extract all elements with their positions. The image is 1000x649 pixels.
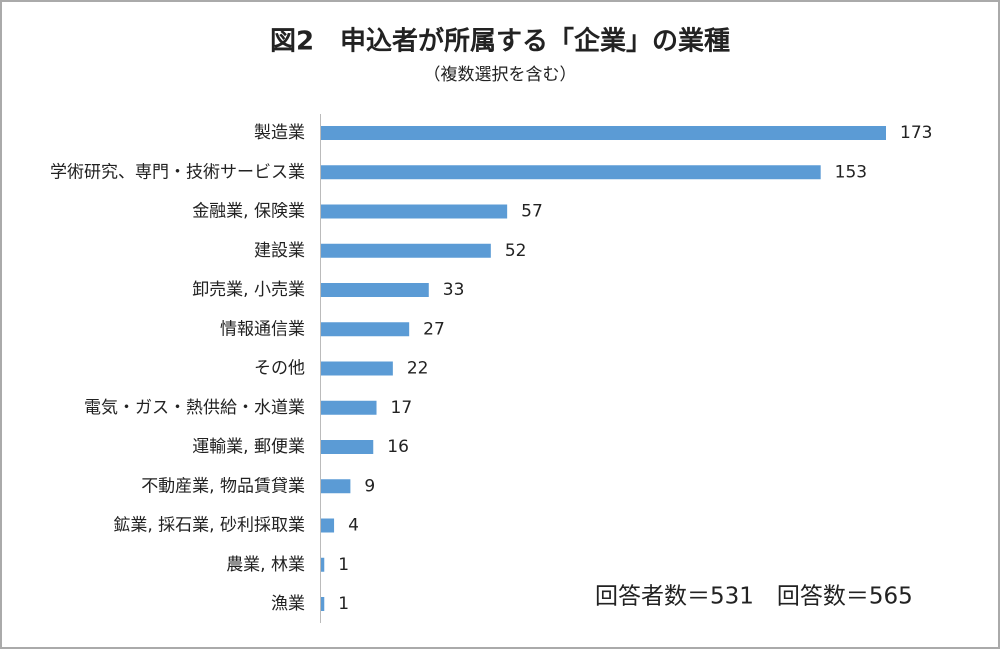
y-tick-label: 建設業: [254, 241, 305, 261]
value-label: 16: [387, 437, 409, 457]
y-tick-label: 情報通信業: [220, 319, 305, 339]
value-label: 9: [364, 476, 375, 496]
value-label: 27: [423, 319, 445, 339]
value-label: 33: [443, 280, 465, 300]
y-tick-label: 不動産業, 物品賃貸業: [141, 476, 305, 496]
value-label: 1: [338, 594, 349, 614]
y-tick-label: その他: [254, 359, 305, 379]
y-tick-label: 漁業: [271, 594, 305, 614]
y-tick-label: 卸売業, 小売業: [192, 280, 305, 300]
bar: [321, 322, 410, 337]
bar: [321, 440, 374, 454]
value-label: 173: [900, 123, 932, 143]
annotation: 回答者数＝531 回答数＝565: [595, 584, 913, 610]
chart-title: 図2 申込者が所属する「企業」の業種: [270, 26, 730, 57]
y-tick-label: 鉱業, 採石業, 砂利採取業: [113, 516, 305, 536]
bar: [321, 557, 325, 572]
value-label: 57: [521, 202, 543, 222]
bar: [321, 518, 335, 533]
bar: [321, 243, 491, 258]
value-label: 4: [348, 516, 359, 536]
bar: [321, 283, 429, 297]
bar: [321, 361, 393, 376]
value-label: 17: [391, 398, 413, 418]
bar: [321, 165, 821, 180]
y-tick-label: 学術研究、専門・技術サービス業: [50, 162, 305, 182]
y-tick-label: 運輸業, 郵便業: [192, 437, 305, 457]
bar: [321, 400, 377, 415]
value-label: 52: [505, 241, 527, 261]
bar: [321, 479, 351, 494]
bar: [321, 126, 886, 140]
y-tick-label: 製造業: [254, 123, 305, 143]
y-tick-label: 電気・ガス・熱供給・水道業: [84, 398, 305, 418]
bar: [321, 204, 508, 219]
value-label: 153: [835, 162, 867, 182]
y-tick-label: 金融業, 保険業: [192, 202, 305, 222]
value-label: 1: [338, 555, 349, 575]
y-tick-label: 農業, 林業: [226, 555, 305, 575]
chart-subtitle: （複数選択を含む）: [424, 65, 577, 85]
bar: [321, 597, 325, 611]
value-label: 22: [407, 359, 429, 379]
